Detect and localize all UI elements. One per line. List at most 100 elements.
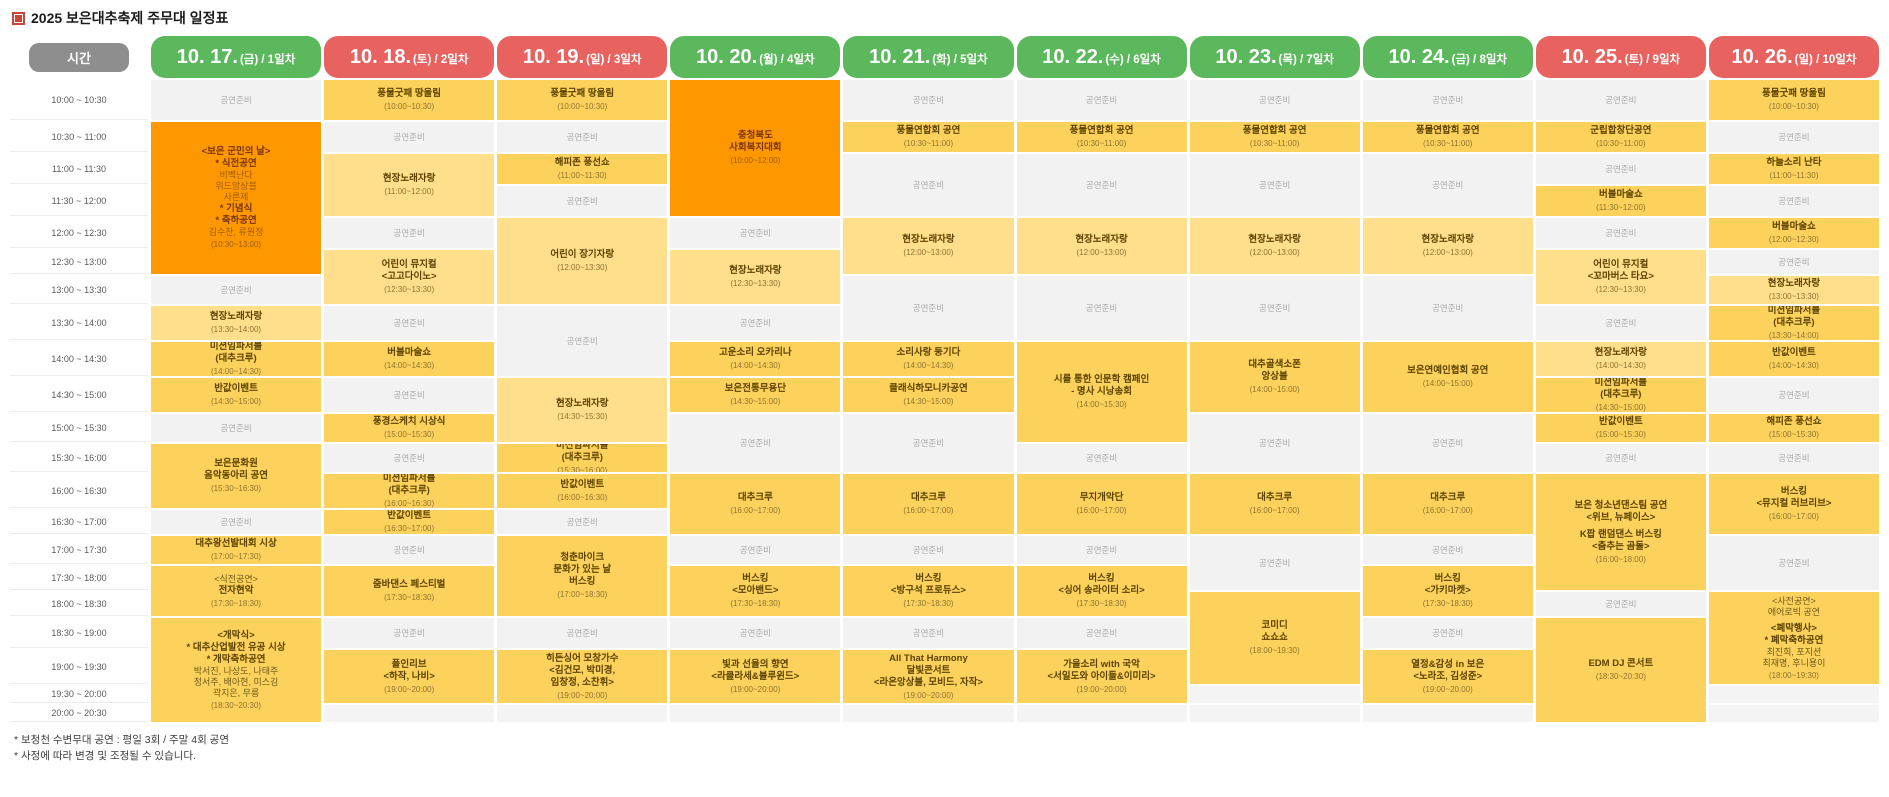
column-day: (일) / 10일차 xyxy=(1794,54,1857,66)
cell-line: (대추크루) xyxy=(1773,317,1815,328)
cell-line: 음악동아리 공연 xyxy=(204,470,268,481)
cell-line: 현장노래자랑 xyxy=(1421,234,1474,245)
cell-line: (10:30~11:00) xyxy=(1423,139,1473,148)
prep-label: 공연준비 xyxy=(220,95,252,105)
cell-line: <노라조, 김성준> xyxy=(1413,670,1483,682)
schedule-cell: 반값이벤트 (14:00~14:30) xyxy=(1708,342,1879,376)
schedule-table: 시간 10:00 ~ 10:30 10:30 ~ 11:00 11:00 ~ 11:3… xyxy=(10,36,1879,722)
cell-line: <가키마켓> xyxy=(1424,585,1471,596)
cell-line: All That Harmony xyxy=(889,652,968,664)
cell-line: 풍물연합회 공연 xyxy=(1415,125,1480,136)
column-header-3: 10. 19. (일) / 3일차 xyxy=(497,36,668,78)
schedule-cell: 공연준비 xyxy=(670,218,841,248)
schedule-cell: 빛과 선율의 향연 <라클라세&블루윈드> (19:00~20:00) xyxy=(670,650,841,703)
footnote-line-2: * 사정에 따라 변경 및 조정될 수 있습니다. xyxy=(14,750,196,763)
schedule-cell: 대추왕선발대회 시상 (17:00~17:30) xyxy=(151,536,322,564)
cell-line: 풍물연합회 공연 xyxy=(896,125,961,136)
cell-line: (10:30~11:00) xyxy=(903,139,954,148)
cell-line: (17:00~17:30) xyxy=(211,552,262,561)
schedule-cell: 현장노래자랑 (14:00~14:30) xyxy=(1535,342,1706,376)
prep-label: 공연준비 xyxy=(1605,228,1637,238)
prep-label: 공연준비 xyxy=(1085,303,1118,313)
schedule-cell: 공연준비 xyxy=(1708,378,1879,412)
schedule-cell: 공연준비 xyxy=(1535,306,1706,340)
cell-line: (13:00~13:30) xyxy=(1768,292,1819,301)
cell-line: (19:00~20:00) xyxy=(903,690,954,700)
schedule-cell: 풍물굿패 땅울림 (10:00~10:30) xyxy=(497,80,668,120)
cell-line: (19:00~20:00) xyxy=(557,690,608,700)
prep-label: 공연준비 xyxy=(1085,545,1118,555)
cell-line: 고운소리 오카리나 xyxy=(719,347,792,358)
footnote-line-1: * 보청천 수변무대 공연 : 평일 3회 / 주말 4회 공연 xyxy=(14,734,229,746)
schedule-cell: 공연준비 xyxy=(1016,276,1187,340)
cell-line: 시를 통한 인문학 캠페인 xyxy=(1053,374,1150,385)
time-header-pill: 시간 xyxy=(29,42,129,72)
schedule-cell: 공연준비 xyxy=(670,536,841,564)
cell-line: (19:00~20:00) xyxy=(730,684,781,694)
cell-line: (11:00~11:30) xyxy=(1769,171,1819,180)
cell-line: (17:30~18:30) xyxy=(903,599,954,608)
cell-line: (17:30~18:30) xyxy=(211,598,262,608)
prep-label: 공연준비 xyxy=(393,390,425,400)
column-date: 10. 24. xyxy=(1388,46,1450,68)
schedule-cell: 공연준비 xyxy=(1362,536,1533,564)
schedule-cell: 공연준비 xyxy=(1362,80,1533,120)
cell-line: 반값이벤트 xyxy=(1772,347,1816,358)
schedule-cell: 보은 청소년댄스팀 공연 <위브, 뉴페이스> K팝 랜덤댄스 버스킹 <춤추는 곰돌… xyxy=(1535,474,1706,590)
cell-line: (12:30~13:30) xyxy=(730,279,781,288)
cell-line: (16:30~17:00) xyxy=(384,524,435,533)
column-day: (토) / 9일차 xyxy=(1624,54,1681,66)
cell-line: (15:30~16:00) xyxy=(557,466,608,472)
prep-label: 공연준비 xyxy=(1778,257,1810,267)
cell-line: 현장노래자랑 xyxy=(902,234,955,245)
cell-line: 청춘마이크 xyxy=(560,552,605,563)
schedule-cell: 공연준비 xyxy=(1189,80,1360,120)
column-day: (토) / 2일차 xyxy=(413,54,469,66)
cell-line: 현장노래자랑 xyxy=(382,173,436,184)
cell-line: 현장노래자랑 xyxy=(556,398,609,409)
time-cell: 17:00 ~ 17:30 xyxy=(10,536,148,564)
prep-label: 공연준비 xyxy=(1432,545,1464,555)
empty-cell xyxy=(497,705,668,722)
cell-line: (12:00~12:30) xyxy=(1768,235,1819,244)
prep-label: 공연준비 xyxy=(1432,95,1464,105)
cell-line: (12:00~13:00) xyxy=(903,248,954,257)
cell-line: 현장노래자랑 xyxy=(1248,234,1301,245)
schedule-cell: 공연준비 xyxy=(1189,154,1360,216)
schedule-cell: 버스킹 <모아밴드> (17:30~18:30) xyxy=(670,566,841,616)
schedule-cell: 버스킹 <가키마켓> (17:30~18:30) xyxy=(1362,566,1533,616)
prep-label: 공연준비 xyxy=(393,545,425,555)
schedule-cell: 공연준비 xyxy=(843,536,1014,564)
schedule-cell: 현장노래자랑 (13:30~14:00) xyxy=(151,306,322,340)
cell-line: (18:30~20:30) xyxy=(211,700,262,710)
cell-line: 풍물굿패 땅울림 xyxy=(1762,88,1826,99)
prep-label: 공연준비 xyxy=(1259,180,1291,190)
cell-line: K팝 랜덤댄스 버스킹 xyxy=(1579,528,1662,540)
cell-line: (14:00~15:00) xyxy=(1422,379,1473,388)
cell-line: (19:00~20:00) xyxy=(384,684,435,694)
schedule-cell: <보은 군민의 날> * 식전공연 비백난다 위드앙상블 사른제 * 기념식 * 축하공연 김… xyxy=(151,122,322,274)
cell-line: (17:30~18:30) xyxy=(384,593,435,602)
cell-line: 해피존 풍선쇼 xyxy=(554,157,610,168)
prep-label: 공연준비 xyxy=(566,132,598,142)
schedule-cell: 공연준비 xyxy=(324,122,495,152)
prep-label: 공연준비 xyxy=(739,438,771,448)
cell-line: 최진희, 포지션 xyxy=(1766,646,1822,657)
cell-line: (15:00~15:30) xyxy=(1768,430,1819,439)
cell-line: 정서주, 배아현, 미스김 xyxy=(193,676,279,687)
cell-line: 미션임파서블 xyxy=(382,474,436,484)
column-date: 10. 20. xyxy=(696,46,758,68)
cell-line: 에어로빅 공연 xyxy=(1767,606,1821,617)
schedule-cell: 미션임파서블 (대추크루) (16:00~16:30) xyxy=(324,474,495,508)
cell-line: (18:00~19:30) xyxy=(1768,670,1819,680)
cell-line: * 폐막축하공연 xyxy=(1764,634,1824,646)
time-cell: 18:00 ~ 18:30 xyxy=(10,592,148,616)
schedule-cell: 공연준비 xyxy=(843,276,1014,340)
schedule-cell: 공연준비 xyxy=(1362,154,1533,216)
schedule-cell: 공연준비 xyxy=(1535,218,1706,248)
cell-line: 사른제 xyxy=(223,192,249,202)
prep-label: 공연준비 xyxy=(566,517,598,527)
cell-line: (14:00~14:30) xyxy=(903,361,954,370)
cell-line: 풍경스케치 시상식 xyxy=(372,416,446,427)
cell-line: 현장노래자랑 xyxy=(1075,234,1128,245)
